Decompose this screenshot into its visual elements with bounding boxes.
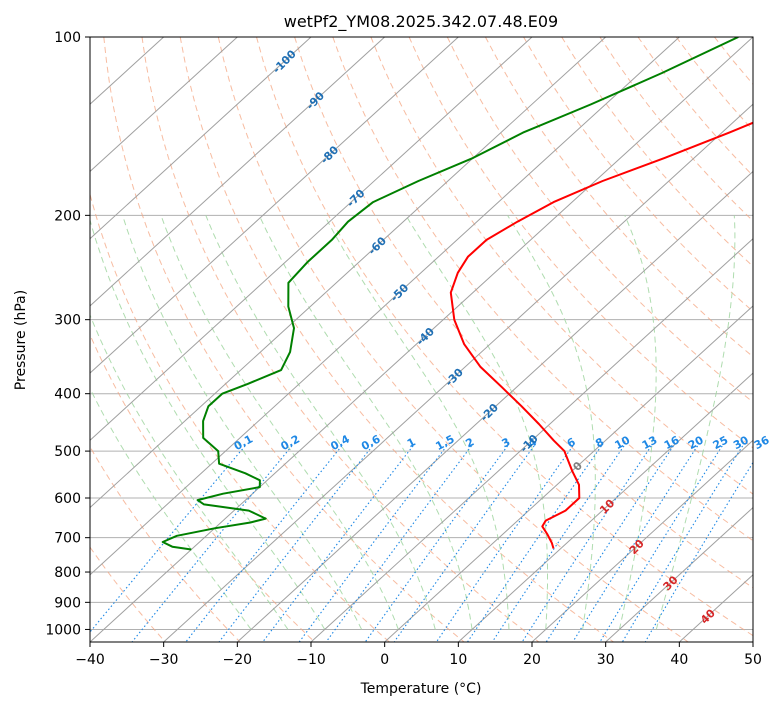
moist-adiabat-35: [655, 215, 736, 630]
dry-adiabat-350: [370, 37, 753, 495]
dewpoint-profile-line: [161, 37, 739, 551]
background-lines: [90, 37, 753, 642]
isotherm--10: [310, 237, 753, 642]
mixing-ratio-line-2: [325, 445, 472, 642]
isotherm--110: [90, 37, 238, 173]
x-tick-label: −10: [296, 652, 326, 668]
dry-adiabat-270: [90, 192, 390, 642]
isotherm--60: [90, 37, 607, 509]
mixing-ratio-label: 20: [686, 433, 706, 452]
y-tick-label: 600: [54, 491, 81, 507]
x-tick-label: −40: [75, 652, 105, 668]
moist-adiabat--10: [90, 218, 326, 630]
mixing-ratio-line-1: [262, 445, 414, 642]
x-axis-label: Temperature (°C): [360, 681, 482, 697]
y-tick-label: 300: [54, 313, 81, 329]
dry-adiabat-240: [90, 546, 166, 642]
x-tick-label: 30: [597, 652, 615, 668]
isotherm--80: [90, 37, 459, 374]
x-tick-label: −30: [149, 652, 179, 668]
isotherm-0: [384, 305, 753, 642]
mixing-ratio-line-8: [467, 445, 602, 642]
mixing-ratio-line-0.6: [218, 445, 373, 642]
mixing-ratio-line-3: [364, 445, 509, 642]
isotherm-30: [605, 506, 753, 642]
temperature-profile-line: [449, 121, 753, 549]
isotherm--50: [90, 37, 680, 576]
plot-frame: [89, 36, 754, 643]
dry-adiabat-250: [90, 445, 241, 642]
mixing-ratio-line-36: [644, 461, 753, 642]
dry-adiabat-370: [446, 37, 753, 403]
mixing-ratio-line-0.4: [185, 445, 343, 642]
mixing-ratio-line-1.5: [298, 445, 448, 642]
y-tick-label: 900: [54, 595, 81, 611]
mixing-ratio-line-10: [491, 445, 625, 642]
dry-adiabat-360: [408, 37, 753, 449]
isotherm--90: [90, 37, 386, 307]
dry-adiabat-390: [523, 37, 753, 313]
x-tick-label: 0: [380, 652, 389, 668]
isotherm-10: [457, 372, 753, 642]
profiles: [161, 37, 753, 551]
y-tick-label: 800: [54, 565, 81, 581]
chart-title: wetPf2_YM08.2025.342.07.48.E09: [284, 12, 558, 32]
dry-adiabat-260: [90, 333, 316, 642]
mixing-ratio-label: 30: [731, 433, 751, 452]
isotherm--100: [90, 37, 312, 240]
isotherm-20: [531, 439, 753, 642]
mixing-ratio-label: 13: [640, 433, 660, 452]
x-tick-label: −20: [223, 652, 253, 668]
moist-adiabat-15: [324, 215, 510, 630]
mixing-ratio-label: 36: [752, 433, 772, 452]
moist-adiabat-5: [205, 215, 436, 630]
mixing-ratio-line-30: [621, 445, 744, 642]
mixing-ratio-line-16: [545, 445, 674, 642]
dry-adiabat-340: [332, 37, 753, 542]
dry-adiabat-290: [141, 37, 540, 642]
mixing-ratio-label: 25: [711, 433, 731, 452]
mixing-ratio-label: 10: [613, 433, 633, 452]
isotherm--20: [236, 170, 753, 642]
dry-adiabat-300: [179, 37, 614, 642]
moist-adiabat-30: [618, 215, 657, 630]
moist-adiabat-0: [160, 215, 399, 630]
dry-adiabat-310: [217, 37, 689, 642]
mixing-ratio-line-0.1: [90, 445, 246, 633]
isotherm--40: [90, 37, 753, 642]
dry-adiabat-280: [103, 37, 465, 642]
y-tick-label: 400: [54, 387, 81, 403]
x-tick-label: 40: [670, 652, 688, 668]
moist-adiabat-25: [507, 215, 596, 630]
dry-adiabat-330: [294, 37, 753, 589]
mixing-ratio-line-20: [572, 445, 699, 642]
y-tick-label: 700: [54, 531, 81, 547]
isotherm-50: [752, 641, 753, 642]
y-tick-label: 500: [54, 444, 81, 460]
mixing-ratio-line-25: [599, 445, 723, 642]
y-tick-label: 200: [54, 208, 81, 224]
moist-adiabat--15: [90, 313, 289, 630]
x-tick-label: 20: [523, 652, 541, 668]
dry-adiabat-450: [752, 37, 753, 39]
moist-adiabat--20: [90, 387, 252, 630]
dry-adiabat-320: [256, 37, 753, 637]
axes: −40 −30 −20 −10 0 10 20 30 40 50 100 200 300 400 500 60…: [45, 30, 762, 668]
mixing-ratio-label: 16: [662, 433, 682, 452]
isotherm--70: [90, 37, 533, 442]
x-tick-label: 50: [744, 652, 762, 668]
y-tick-label: 1000: [45, 622, 81, 638]
y-tick-label: 100: [54, 30, 81, 46]
y-axis-label: Pressure (hPa): [13, 290, 29, 390]
x-tick-label: 10: [449, 652, 467, 668]
moist-adiabat--5: [122, 215, 363, 630]
